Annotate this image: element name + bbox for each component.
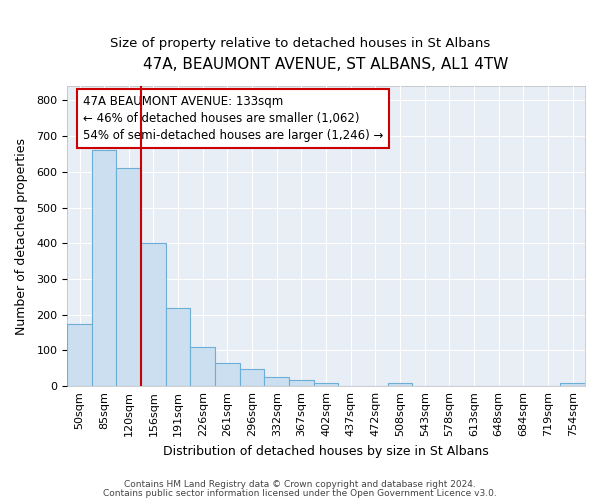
Text: Contains public sector information licensed under the Open Government Licence v3: Contains public sector information licen…	[103, 488, 497, 498]
Text: Contains HM Land Registry data © Crown copyright and database right 2024.: Contains HM Land Registry data © Crown c…	[124, 480, 476, 489]
Bar	[388, 384, 412, 386]
Bar	[560, 384, 585, 386]
X-axis label: Distribution of detached houses by size in St Albans: Distribution of detached houses by size …	[163, 444, 489, 458]
Text: 47A BEAUMONT AVENUE: 133sqm
← 46% of detached houses are smaller (1,062)
54% of : 47A BEAUMONT AVENUE: 133sqm ← 46% of det…	[83, 95, 383, 142]
Text: Size of property relative to detached houses in St Albans: Size of property relative to detached ho…	[110, 38, 490, 51]
Bar	[67, 324, 92, 386]
Bar	[314, 382, 338, 386]
Bar	[265, 378, 289, 386]
Bar	[92, 150, 116, 386]
Bar	[166, 308, 190, 386]
Y-axis label: Number of detached properties: Number of detached properties	[15, 138, 28, 334]
Bar	[190, 347, 215, 386]
Bar	[215, 363, 240, 386]
Bar	[116, 168, 141, 386]
Title: 47A, BEAUMONT AVENUE, ST ALBANS, AL1 4TW: 47A, BEAUMONT AVENUE, ST ALBANS, AL1 4TW	[143, 58, 509, 72]
Bar	[141, 244, 166, 386]
Bar	[240, 369, 265, 386]
Bar	[289, 380, 314, 386]
